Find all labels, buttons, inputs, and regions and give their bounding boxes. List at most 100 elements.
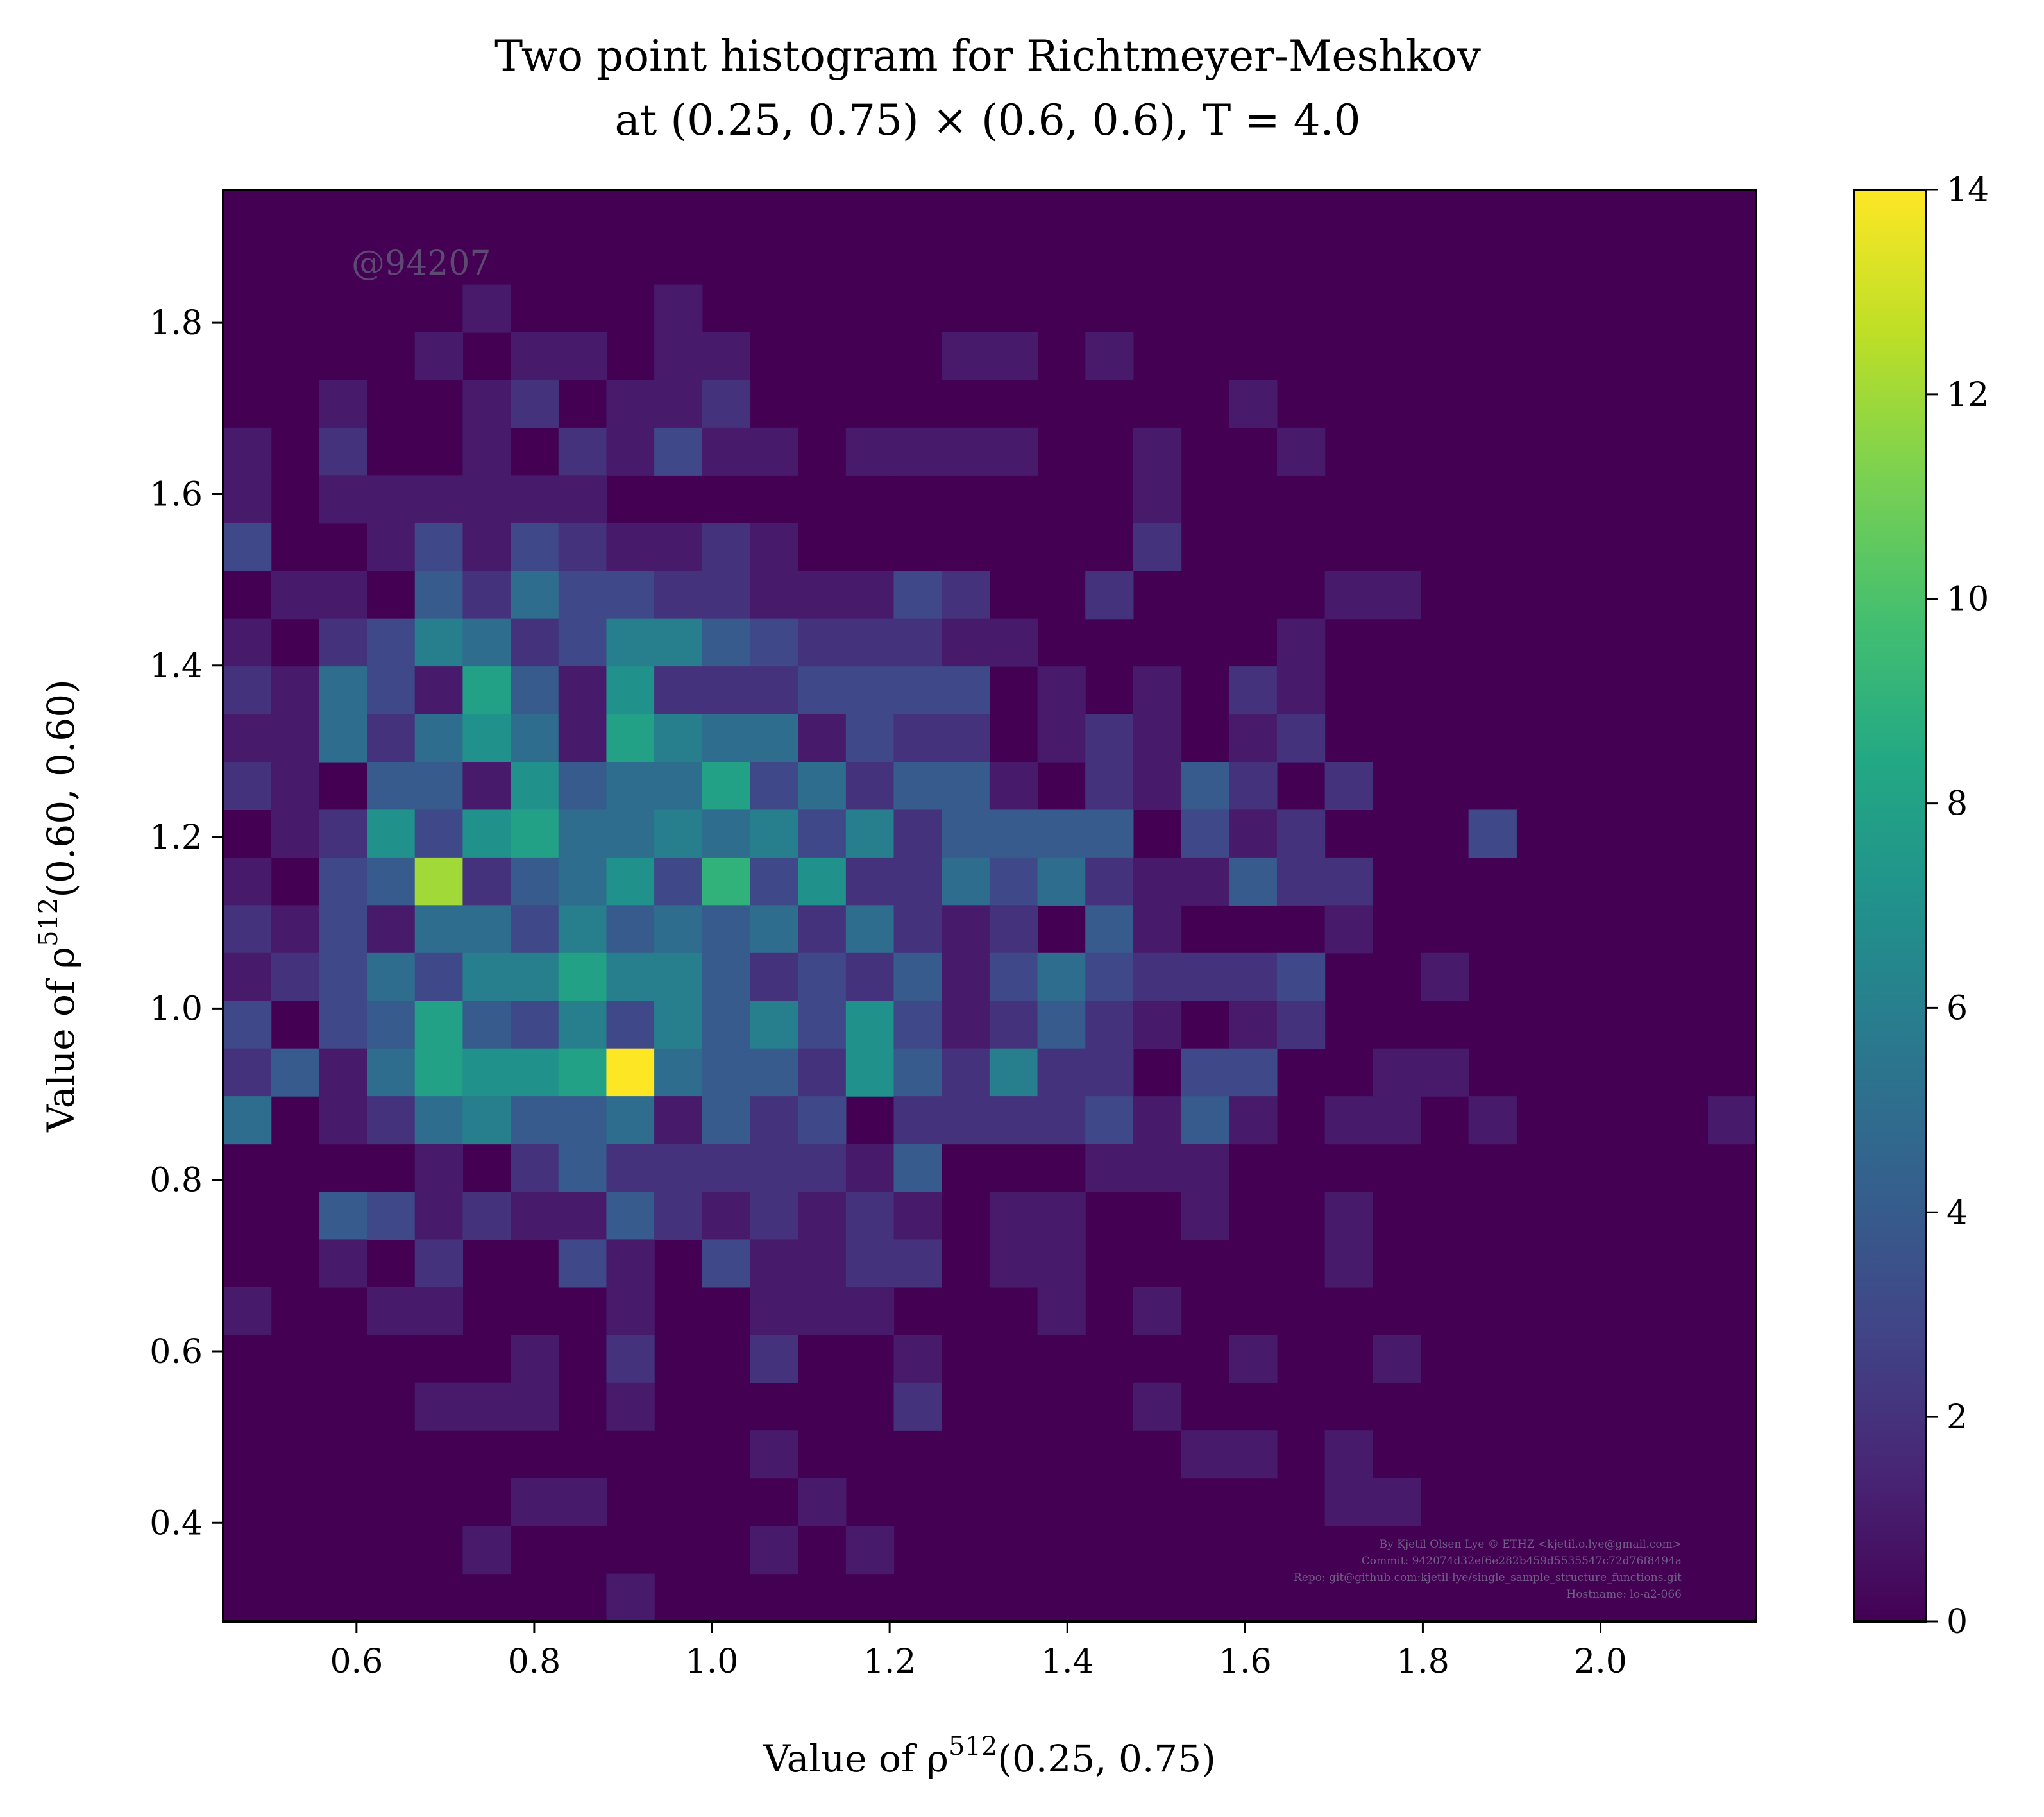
histogram-cell: [1276, 714, 1326, 763]
histogram-cell: [798, 666, 847, 715]
histogram-cell: [414, 905, 463, 954]
histogram-cell: [1085, 762, 1134, 811]
histogram-cell: [989, 427, 1038, 476]
histogram-cell: [798, 1048, 847, 1097]
histogram-cell: [558, 714, 607, 763]
histogram-cell: [845, 1287, 895, 1335]
histogram-cell: [893, 1048, 942, 1097]
histogram-cell: [606, 714, 655, 763]
histogram-cell: [654, 809, 703, 858]
histogram-cell: [223, 952, 272, 1001]
histogram-cell: [845, 571, 895, 620]
y-axis-ticks: 0.4 0.6 0.8 1.0 1.2 1.4 1.6 1.8: [149, 304, 223, 1542]
histogram-cell: [750, 1144, 798, 1192]
histogram-cell: [462, 809, 511, 858]
histogram-cell: [1037, 952, 1086, 1001]
histogram-cell: [1276, 666, 1326, 715]
histogram-cell: [1085, 1096, 1134, 1145]
histogram-cell: [511, 475, 559, 524]
x-tick-label: 1.4: [1041, 1643, 1094, 1681]
histogram-cell: [414, 1239, 463, 1288]
histogram-cell: [1085, 952, 1134, 1001]
histogram-cell: [654, 857, 703, 906]
credits-block: By Kjetil Olsen Lye © ETHZ <kjetil.o.lye…: [1294, 1538, 1682, 1601]
histogram-cell: [606, 1287, 655, 1335]
histogram-cell: [1276, 427, 1326, 476]
histogram-cell: [271, 1048, 319, 1097]
histogram-cell: [319, 1096, 367, 1145]
histogram-cell: [893, 427, 942, 476]
histogram-cell: [606, 666, 655, 715]
histogram-cell: [942, 952, 990, 1001]
histogram-cell: [798, 952, 847, 1001]
histogram-cell: [845, 1001, 895, 1049]
histogram-cell: [893, 857, 942, 906]
histogram-cell: [462, 762, 511, 811]
histogram-cell: [558, 1048, 607, 1097]
histogram-cell: [414, 1144, 463, 1192]
histogram-cell: [223, 1001, 272, 1049]
histogram-cell: [1181, 952, 1229, 1001]
histogram-cell: [511, 571, 559, 620]
histogram-cell: [1229, 666, 1278, 715]
histogram-cell: [511, 762, 559, 811]
histogram-cell: [702, 666, 751, 715]
histogram-cell: [1133, 905, 1182, 954]
histogram-cell: [462, 666, 511, 715]
histogram-cell: [223, 1096, 272, 1145]
histogram-cell: [414, 1382, 463, 1431]
histogram-cell: [511, 1096, 559, 1145]
credit-line: Repo: git@github.com:kjetil-lye/single_s…: [1294, 1571, 1682, 1584]
histogram-cell: [414, 1001, 463, 1049]
histogram-cell: [750, 618, 798, 667]
histogram-cell: [223, 1287, 272, 1335]
histogram-cell: [1085, 1048, 1134, 1097]
histogram-cell: [893, 1335, 942, 1383]
histogram-cell: [1229, 1335, 1278, 1383]
histogram-cell: [989, 1048, 1038, 1097]
histogram-cell: [511, 905, 559, 954]
histogram-cell: [750, 1048, 798, 1097]
histogram-cell: [1324, 571, 1373, 620]
histogram-cell: [1373, 1048, 1421, 1097]
histogram-cell: [1181, 1192, 1229, 1240]
histogram-cell: [558, 523, 607, 571]
histogram-cell: [1181, 1144, 1229, 1192]
x-tick-label: 1.6: [1219, 1643, 1272, 1681]
plot-area: @94207 By Kjetil Olsen Lye © ETHZ <kjeti…: [222, 189, 1757, 1623]
histogram-cell: [1181, 762, 1229, 811]
histogram-cell: [223, 523, 272, 571]
histogram-cell: [1229, 714, 1278, 763]
histogram-cell: [893, 714, 942, 763]
histogram-cell: [1276, 857, 1326, 906]
histogram-cell: [1037, 1239, 1086, 1288]
colorbar-tick-label: 6: [1947, 989, 1968, 1027]
histogram-cell: [606, 1382, 655, 1431]
histogram-cell: [319, 1001, 367, 1049]
histogram-cell: [558, 857, 607, 906]
y-tick-label: 0.4: [149, 1504, 203, 1542]
histogram-cell: [606, 1096, 655, 1145]
histogram-cell: [845, 905, 895, 954]
histogram-cell: [989, 809, 1038, 858]
y-tick-label: 1.2: [149, 818, 203, 857]
histogram-cell: [893, 905, 942, 954]
histogram-cell: [606, 380, 655, 428]
histogram-cell: [654, 1048, 703, 1097]
histogram-cell: [702, 857, 751, 906]
histogram-cell: [845, 666, 895, 715]
histogram-cell: [1085, 857, 1134, 906]
histogram-cell: [798, 1287, 847, 1335]
histogram-cell: [702, 427, 751, 476]
histogram-cell: [1181, 1048, 1229, 1097]
histogram-cell: [606, 427, 655, 476]
histogram-cell: [750, 571, 798, 620]
histogram-cell: [942, 427, 990, 476]
histogram-cell: [1133, 666, 1182, 715]
histogram-cell: [1324, 905, 1373, 954]
chart-title-line-2: at (0.25, 0.75) × (0.6, 0.6), T = 4.0: [614, 96, 1360, 145]
credit-line: Commit: 942074d32ef6e282b459d5535547c72d…: [1362, 1555, 1682, 1568]
colorbar-tick-label: 8: [1947, 785, 1968, 824]
histogram-cell: [845, 714, 895, 763]
histogram-cell: [654, 427, 703, 476]
